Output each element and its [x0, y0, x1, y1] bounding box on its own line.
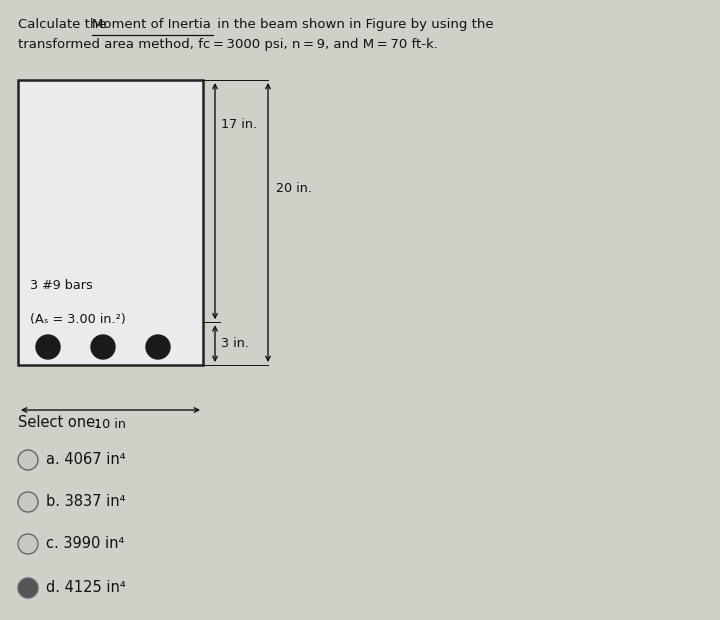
Text: c. 3990 in⁴: c. 3990 in⁴	[46, 536, 125, 552]
Circle shape	[36, 335, 60, 359]
Text: d. 4125 in⁴: d. 4125 in⁴	[46, 580, 125, 595]
Circle shape	[91, 335, 115, 359]
Text: b. 3837 in⁴: b. 3837 in⁴	[46, 495, 125, 510]
Circle shape	[18, 492, 38, 512]
Circle shape	[146, 335, 170, 359]
Text: 10 in: 10 in	[94, 418, 127, 431]
Circle shape	[18, 450, 38, 470]
Text: a. 4067 in⁴: a. 4067 in⁴	[46, 453, 125, 467]
Text: in the beam shown in Figure by using the: in the beam shown in Figure by using the	[214, 18, 494, 31]
Text: (Aₛ = 3.00 in.²): (Aₛ = 3.00 in.²)	[30, 314, 126, 327]
Text: Select one:: Select one:	[18, 415, 100, 430]
Text: 20 in.: 20 in.	[276, 182, 312, 195]
Text: Moment of Inertia: Moment of Inertia	[91, 18, 210, 31]
Text: 3 in.: 3 in.	[221, 337, 249, 350]
Text: transformed area method, fc = 3000 psi, n = 9, and M = 70 ft-k.: transformed area method, fc = 3000 psi, …	[18, 38, 438, 51]
Circle shape	[18, 578, 38, 598]
Bar	[18, 80, 203, 365]
Circle shape	[18, 534, 38, 554]
Text: 17 in.: 17 in.	[221, 118, 257, 131]
Text: Calculate the: Calculate the	[18, 18, 111, 31]
Text: 3 #9 bars: 3 #9 bars	[30, 278, 93, 291]
